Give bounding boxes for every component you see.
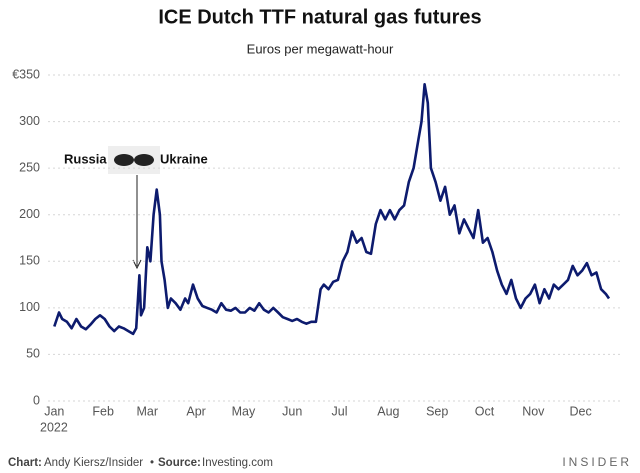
x-tick-label: Feb: [92, 404, 114, 418]
y-tick-label: 300: [19, 114, 40, 128]
y-tick-label: 200: [19, 207, 40, 221]
footer-text: Investing.com: [202, 457, 273, 469]
y-tick-label: 0: [33, 393, 40, 407]
footer-separator: •: [150, 457, 154, 469]
y-tick-label: 50: [26, 347, 40, 361]
y-tick-label: €350: [12, 67, 40, 81]
year-label: 2022: [40, 420, 68, 434]
y-tick-label: 250: [19, 160, 40, 174]
chart-title: ICE Dutch TTF natural gas futures: [158, 6, 481, 28]
annotation-arrowhead: [132, 259, 142, 270]
footer-label: Source:: [158, 457, 201, 469]
brand: INSIDER: [562, 455, 632, 469]
chart-subtitle: Euros per megawatt-hour: [247, 41, 394, 56]
annotation-icon: [134, 154, 154, 166]
line: [53, 83, 611, 336]
footer-text: Andy Kiersz/Insider: [44, 457, 143, 469]
annotation-text: Ukraine: [160, 151, 208, 166]
footer-label: Chart:: [8, 457, 42, 469]
x-tick-label: Aug: [377, 404, 399, 418]
annotation: Russia Ukraine: [64, 146, 208, 270]
x-tick-label: Jan: [44, 404, 64, 418]
x-tick-label: Jul: [332, 404, 348, 418]
y-tick-label: 100: [19, 300, 40, 314]
x-tick-label: May: [232, 404, 256, 418]
x-tick-label: Dec: [569, 404, 591, 418]
x-tick-label: Jun: [282, 404, 302, 418]
annotation-icon: [114, 154, 134, 166]
x-tick-label: Oct: [475, 404, 495, 418]
x-tick-label: Apr: [186, 404, 205, 418]
x-tick-label: Sep: [426, 404, 448, 418]
x-tick-label: Nov: [522, 404, 545, 418]
y-tick-label: 150: [19, 254, 40, 268]
annotation-text: Russia: [64, 151, 107, 166]
x-tick-label: Mar: [137, 404, 159, 418]
